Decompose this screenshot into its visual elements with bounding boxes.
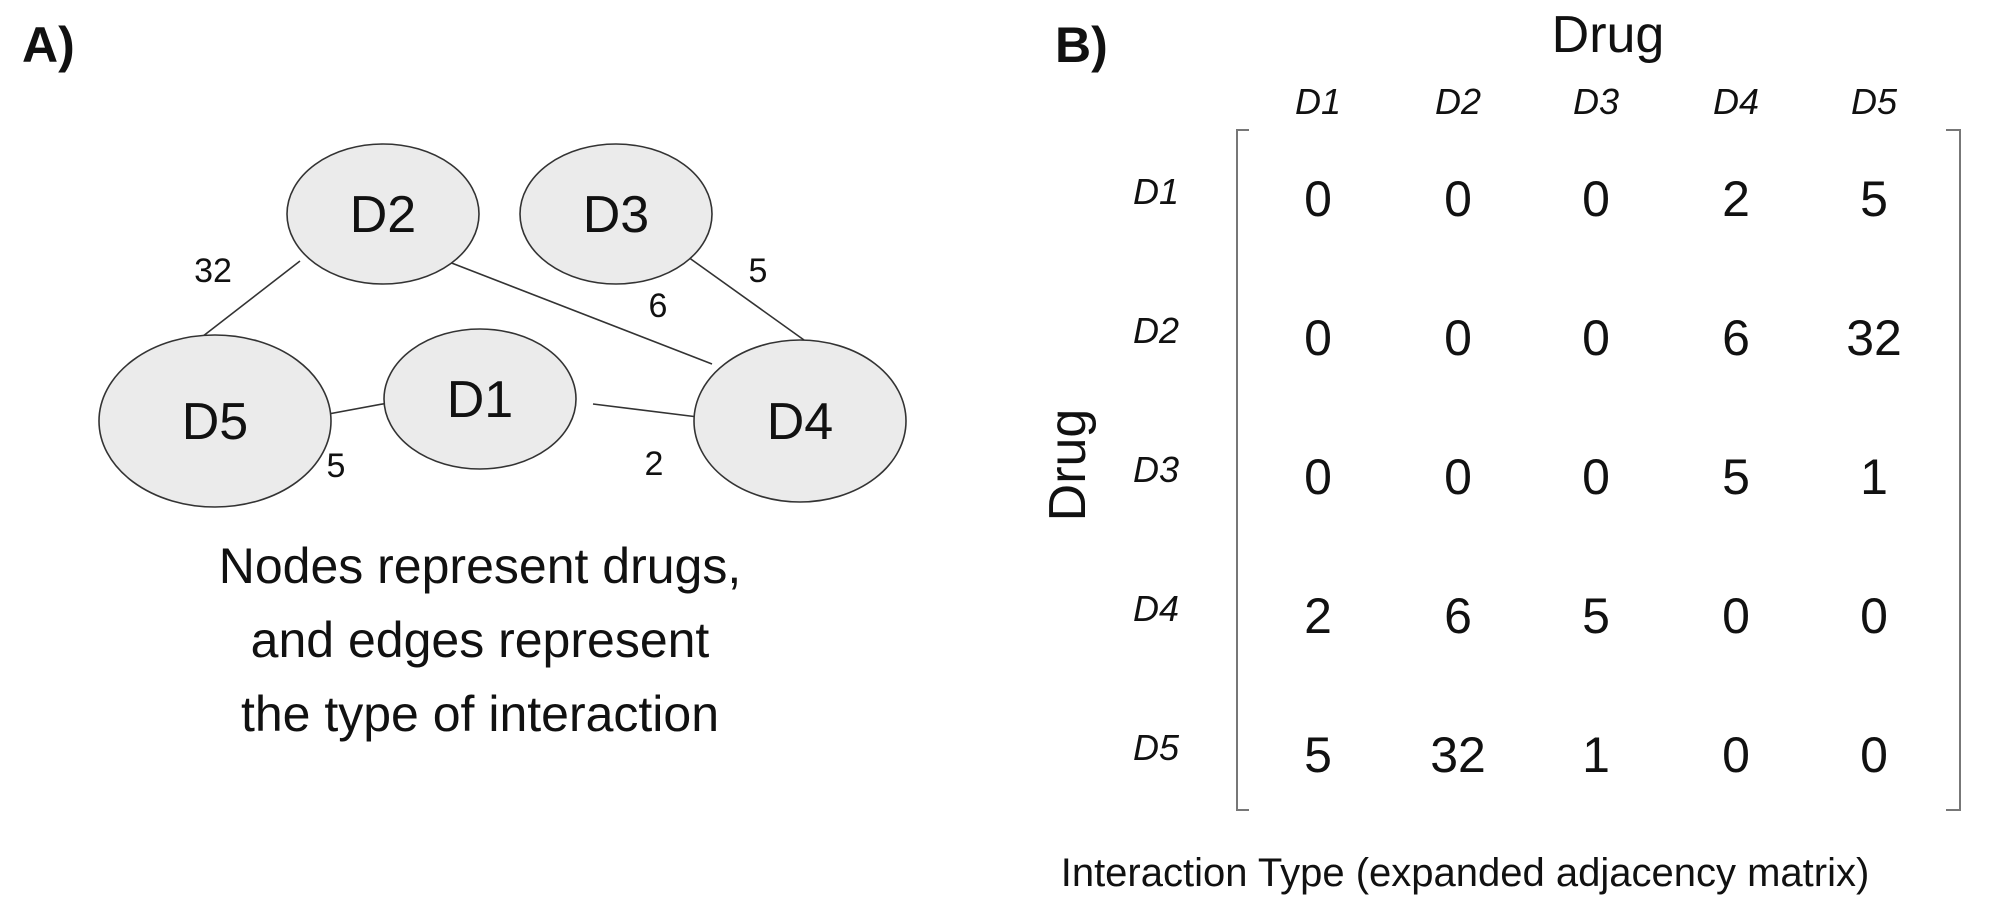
row-header-d4: D4 bbox=[1133, 588, 1179, 629]
matrix-cell: 0 bbox=[1304, 310, 1332, 366]
graph-caption-line-1: Nodes represent drugs, bbox=[219, 538, 742, 594]
node-ellipse bbox=[383, 328, 577, 470]
matrix-cell: 0 bbox=[1860, 727, 1888, 783]
node-label: D1 bbox=[447, 371, 513, 429]
column-header-d1: D1 bbox=[1295, 81, 1341, 122]
edge-weight-label: 6 bbox=[649, 287, 668, 325]
edge-d1-d4 bbox=[592, 403, 699, 418]
matrix-cell: 5 bbox=[1582, 588, 1610, 644]
edge-d2-d5 bbox=[197, 260, 301, 341]
matrix-cell: 2 bbox=[1722, 171, 1750, 227]
matrix-cell: 5 bbox=[1860, 171, 1888, 227]
matrix-row-title: Drug bbox=[1039, 409, 1097, 522]
matrix-cell: 0 bbox=[1722, 588, 1750, 644]
matrix-cell: 0 bbox=[1304, 449, 1332, 505]
matrix-cell: 5 bbox=[1304, 727, 1332, 783]
graph-caption-line-2: and edges represent bbox=[251, 612, 710, 668]
matrix-cell: 32 bbox=[1430, 727, 1486, 783]
matrix-cell: 6 bbox=[1444, 588, 1472, 644]
edge-d3-d4 bbox=[687, 256, 805, 341]
node-ellipse bbox=[693, 339, 907, 503]
edge-weight-label: 5 bbox=[749, 252, 768, 290]
matrix-left-bracket bbox=[1236, 129, 1249, 811]
matrix-cell: 0 bbox=[1582, 449, 1610, 505]
matrix-cell: 0 bbox=[1860, 588, 1888, 644]
matrix-cells: 0 0 0 2 5 0 0 0 6 32 0 0 0 5 1 2 6 5 0 0 5 32 1 0 0 bbox=[1304, 171, 1902, 783]
nodes-layer: D2 D3 D5 D1 D4 bbox=[98, 143, 907, 508]
node-d4: D4 bbox=[693, 339, 907, 503]
matrix-cell: 1 bbox=[1860, 449, 1888, 505]
node-d5: D5 bbox=[98, 334, 332, 508]
edge-d2-d4 bbox=[448, 261, 713, 365]
panel-a-graph: A) 32 6 5 5 2 D2 D3 D5 D1 D4 Nodes represent dru… bbox=[22, 17, 907, 742]
matrix-cell: 0 bbox=[1304, 171, 1332, 227]
node-d3: D3 bbox=[519, 143, 713, 285]
column-header-d4: D4 bbox=[1713, 81, 1759, 122]
node-d2: D2 bbox=[286, 143, 480, 285]
matrix-row: 2 6 5 0 0 bbox=[1304, 588, 1888, 644]
matrix-cell: 2 bbox=[1304, 588, 1332, 644]
column-header-d2: D2 bbox=[1435, 81, 1481, 122]
panel-a-label: A) bbox=[22, 17, 75, 73]
matrix-cell: 0 bbox=[1444, 310, 1472, 366]
matrix-cell: 0 bbox=[1582, 310, 1610, 366]
matrix-cell: 0 bbox=[1444, 171, 1472, 227]
matrix-row: 0 0 0 6 32 bbox=[1304, 310, 1902, 366]
node-label: D3 bbox=[583, 186, 649, 244]
graph-caption: Nodes represent drugs, and edges represe… bbox=[219, 538, 742, 742]
row-header-d5: D5 bbox=[1133, 727, 1180, 768]
matrix-cell: 32 bbox=[1846, 310, 1902, 366]
node-ellipse bbox=[98, 334, 332, 508]
row-header-d1: D1 bbox=[1133, 171, 1179, 212]
matrix-right-bracket bbox=[1946, 129, 1961, 811]
node-label: D2 bbox=[350, 186, 416, 244]
graph-caption-line-3: the type of interaction bbox=[241, 686, 719, 742]
matrix-row: 0 0 0 5 1 bbox=[1304, 449, 1888, 505]
matrix-column-title: Drug bbox=[1552, 6, 1665, 64]
edge-weight-label: 32 bbox=[194, 252, 232, 290]
matrix-cell: 6 bbox=[1722, 310, 1750, 366]
edge-weight-label: 2 bbox=[645, 445, 664, 483]
matrix-row-headers: D1 D2 D3 D4 D5 bbox=[1133, 171, 1180, 768]
panel-b-label: B) bbox=[1055, 17, 1108, 73]
matrix-column-headers: D1 D2 D3 D4 D5 bbox=[1295, 81, 1898, 122]
matrix-cell: 1 bbox=[1582, 727, 1610, 783]
node-label: D5 bbox=[182, 393, 248, 451]
row-header-d2: D2 bbox=[1133, 310, 1179, 351]
column-header-d3: D3 bbox=[1573, 81, 1619, 122]
matrix-row: 5 32 1 0 0 bbox=[1304, 727, 1888, 783]
panel-b-matrix: B) Drug Drug D1 D2 D3 D4 D5 D1 D2 D3 D4 D5 0 0 0 2 5… bbox=[1039, 6, 1961, 895]
node-ellipse bbox=[519, 143, 713, 285]
matrix-cell: 0 bbox=[1582, 171, 1610, 227]
matrix-row: 0 0 0 2 5 bbox=[1304, 171, 1888, 227]
matrix-cell: 0 bbox=[1722, 727, 1750, 783]
node-ellipse bbox=[286, 143, 480, 285]
matrix-cell: 0 bbox=[1444, 449, 1472, 505]
matrix-cell: 5 bbox=[1722, 449, 1750, 505]
column-header-d5: D5 bbox=[1851, 81, 1898, 122]
row-header-d3: D3 bbox=[1133, 449, 1179, 490]
node-d1: D1 bbox=[383, 328, 577, 470]
node-label: D4 bbox=[767, 393, 833, 451]
matrix-caption: Interaction Type (expanded adjacency mat… bbox=[1061, 851, 1870, 895]
edge-weight-label: 5 bbox=[327, 447, 346, 485]
